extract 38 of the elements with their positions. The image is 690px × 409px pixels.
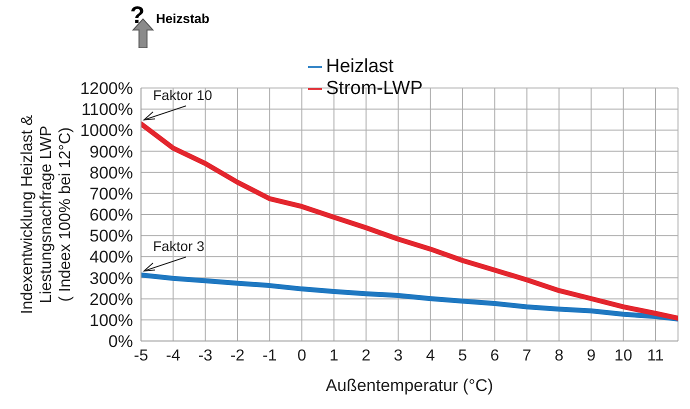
x-tick-label: 9 [586, 347, 596, 364]
y-tick-label: 1100% [81, 100, 133, 120]
text: Heizstab [156, 11, 210, 26]
y-tick-label: 1000% [80, 121, 133, 140]
x-tick-label: -3 [198, 347, 213, 364]
x-tick-label: 11 [647, 347, 664, 364]
x-tick-label: 2 [362, 347, 371, 364]
legend-label: Heizlast [326, 56, 394, 77]
y-tick-label: 600% [90, 206, 133, 225]
x-tick-label: 8 [554, 347, 564, 364]
x-tick-label: -4 [166, 347, 180, 364]
x-tick-label: 0 [297, 347, 306, 364]
y-tick-label: 400% [90, 248, 133, 267]
x-tick-label: 7 [522, 347, 532, 364]
y-tick-label: 1200% [80, 79, 133, 98]
x-tick-label: 6 [490, 347, 500, 364]
x-tick-label: 4 [426, 347, 435, 364]
x-tick-label: -2 [230, 347, 245, 364]
x-tick-label: 1 [329, 347, 338, 364]
x-tick-label: 10 [614, 347, 632, 364]
x-tick-label: 5 [458, 347, 468, 364]
y-tick-label: 500% [90, 226, 133, 246]
x-tick-label: -5 [134, 347, 148, 364]
y-axis-title: Indexentwicklung Heizlast & Liestungsnachfrage LWP ( Indeex 100% bei 12°C) [19, 114, 74, 314]
y-tick-label: 900% [90, 142, 133, 162]
legend-label: Strom-LWP [326, 78, 423, 99]
y-tick-label: 100% [90, 310, 133, 330]
x-axis-title: Außentemperatur (°C) [326, 376, 494, 395]
x-tick-label: -1 [262, 347, 277, 364]
x-tick-label: 3 [394, 347, 403, 364]
y-tick-label: 300% [90, 268, 133, 288]
y-tick-label: 0% [108, 332, 133, 352]
y-tick-label: 800% [90, 163, 133, 182]
annotation: Faktor 10 [153, 86, 212, 103]
annotation: Faktor 3 [153, 238, 205, 254]
y-tick-label: 700% [90, 184, 133, 204]
y-tick-label: 200% [90, 290, 133, 309]
text: ? [130, 2, 145, 30]
